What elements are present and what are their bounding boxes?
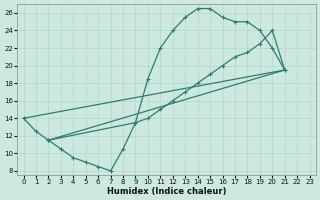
X-axis label: Humidex (Indice chaleur): Humidex (Indice chaleur) [107, 187, 226, 196]
